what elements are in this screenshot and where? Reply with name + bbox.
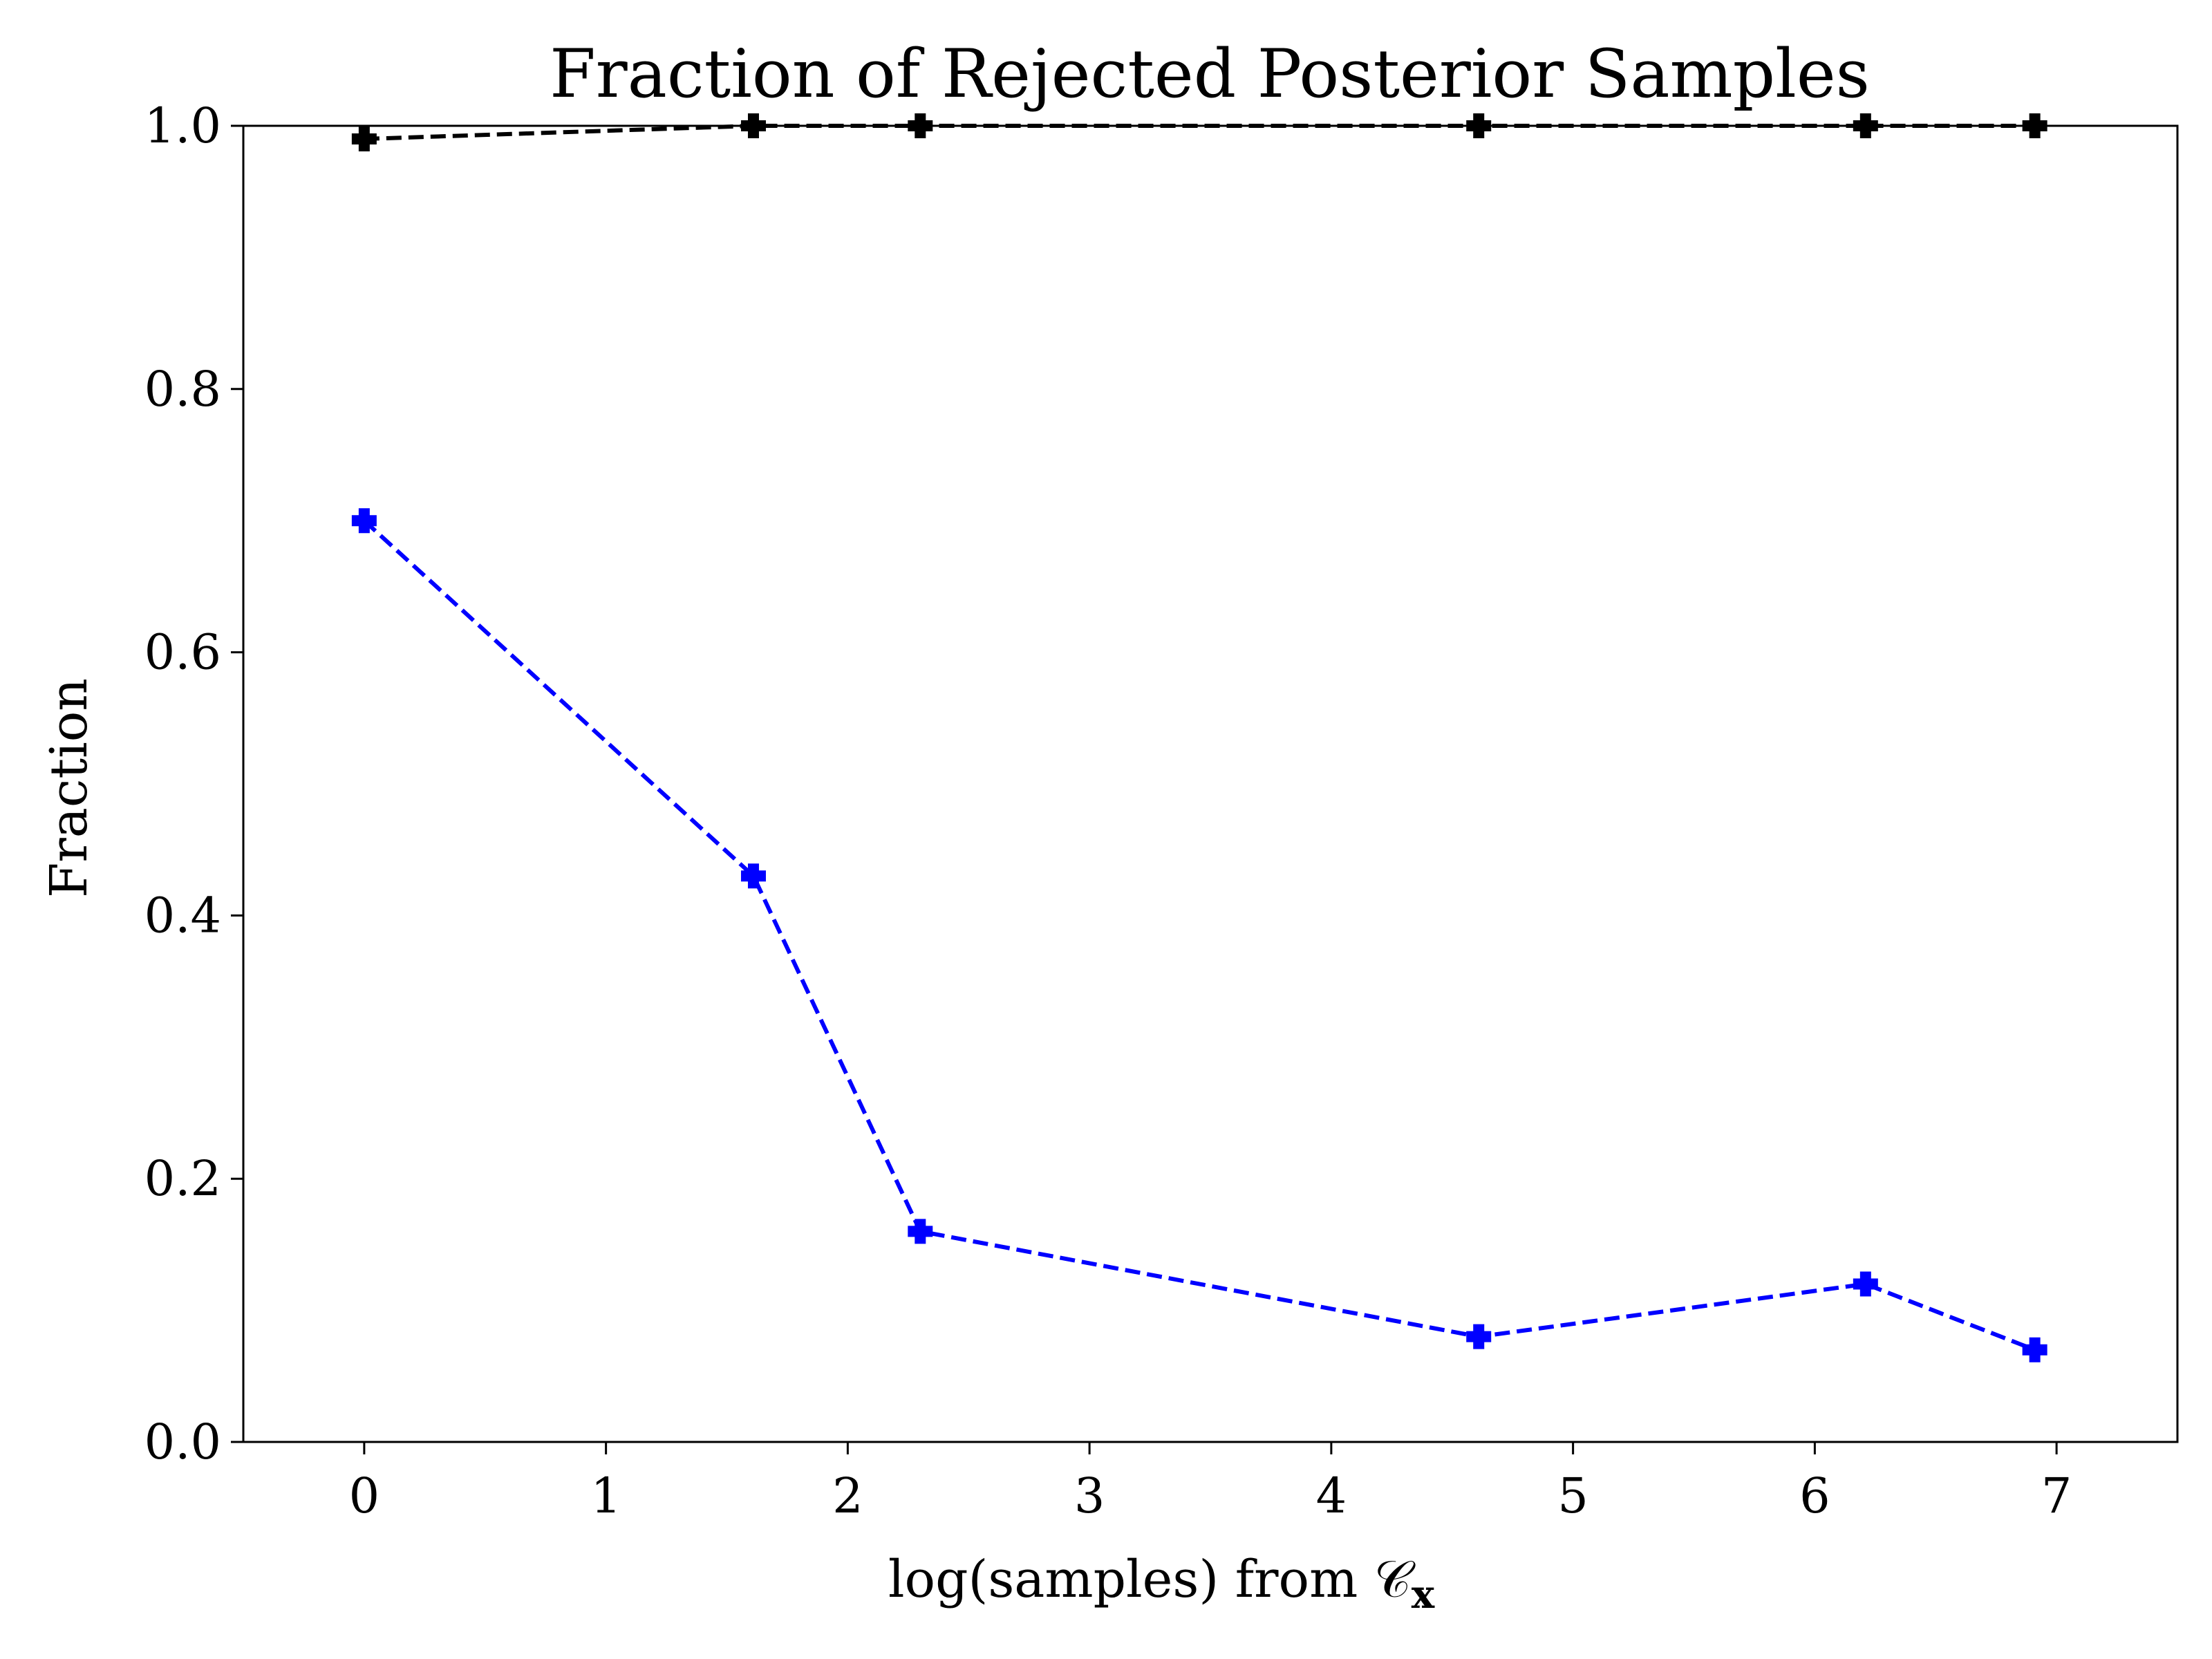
x-tick-label: 7 [2041, 1468, 2072, 1524]
series-1-line [362, 518, 2036, 1352]
plot-frame [242, 124, 2179, 1443]
series-1-point [1466, 1324, 1492, 1349]
series-0-line [364, 124, 2035, 142]
y-tick-label: 1.0 [144, 97, 221, 154]
y-tick-label: 0.4 [144, 887, 221, 944]
series-1-point [351, 508, 377, 534]
y-tick-label: 0.8 [144, 361, 221, 418]
series-1-point [2022, 1337, 2047, 1362]
series-0-point [351, 126, 377, 152]
y-axis-label: Fraction [39, 678, 99, 898]
x-tick-label: 0 [349, 1468, 380, 1524]
x-tick-label: 4 [1316, 1468, 1347, 1524]
chart-title: Fraction of Rejected Posterior Samples [550, 35, 1870, 113]
x-tick-label: 2 [832, 1468, 863, 1524]
plot-area: 0 1 2 3 4 5 6 7 0.0 0.2 0.4 0.6 0.8 1.0 [144, 97, 2179, 1524]
series-1-point [1853, 1271, 1878, 1297]
x-tick-label: 1 [590, 1468, 621, 1524]
x-tick-label: 5 [1557, 1468, 1588, 1524]
x-axis-label-subscript: x [1412, 1572, 1435, 1618]
series-1-point [740, 863, 766, 889]
x-tick-label: 3 [1074, 1468, 1105, 1524]
x-axis-label: log(samples) from 𝒞x [888, 1550, 1435, 1618]
y-tick-label: 0.2 [144, 1150, 221, 1207]
x-tick-label: 6 [1799, 1468, 1830, 1524]
x-axis-label-main: log(samples) from 𝒞 [888, 1550, 1416, 1609]
series-1-point [908, 1219, 933, 1244]
y-tick-label: 0.0 [144, 1414, 221, 1470]
y-tick-label: 0.6 [144, 624, 221, 681]
